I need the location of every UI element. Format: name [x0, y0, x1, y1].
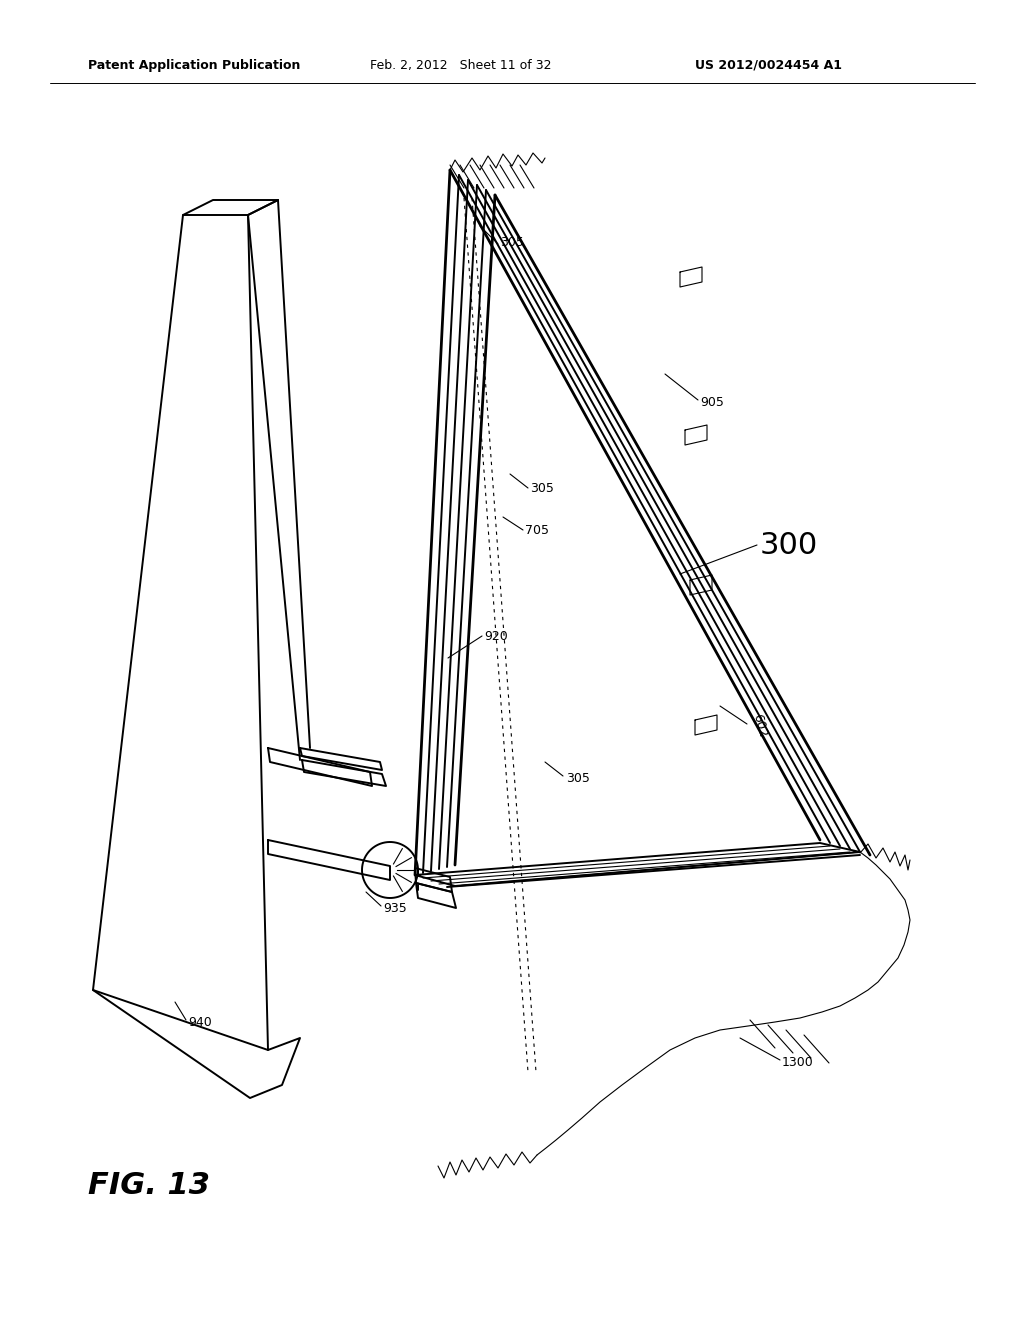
Text: 300: 300	[760, 531, 818, 560]
Text: 1300: 1300	[782, 1056, 814, 1068]
Text: FIG. 13: FIG. 13	[88, 1171, 210, 1200]
Text: 905: 905	[700, 396, 724, 408]
Text: Patent Application Publication: Patent Application Publication	[88, 58, 300, 71]
Text: 602: 602	[750, 713, 769, 739]
Text: 305: 305	[530, 482, 554, 495]
Text: US 2012/0024454 A1: US 2012/0024454 A1	[695, 58, 842, 71]
Text: 305: 305	[566, 771, 590, 784]
Text: Feb. 2, 2012   Sheet 11 of 32: Feb. 2, 2012 Sheet 11 of 32	[370, 58, 552, 71]
Text: 920: 920	[484, 630, 508, 643]
Text: 935: 935	[383, 902, 407, 915]
Text: 705: 705	[525, 524, 549, 536]
Text: 305: 305	[500, 236, 524, 249]
Text: 940: 940	[188, 1015, 212, 1028]
